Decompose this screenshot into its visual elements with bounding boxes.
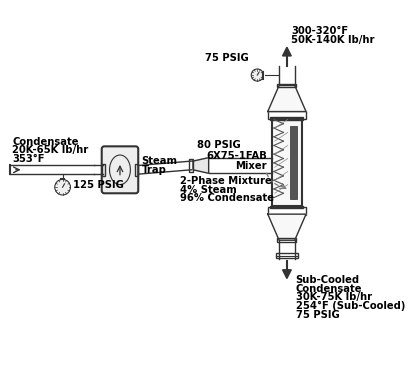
Bar bbox=[268, 111, 306, 119]
Polygon shape bbox=[268, 214, 306, 240]
Text: 75 PSIG: 75 PSIG bbox=[296, 310, 339, 320]
Text: 96% Condensate: 96% Condensate bbox=[180, 193, 274, 203]
Text: Condensate: Condensate bbox=[12, 137, 79, 147]
Text: 6X75-1FAB: 6X75-1FAB bbox=[206, 151, 267, 161]
Bar bbox=[270, 117, 303, 120]
Bar bbox=[276, 253, 298, 259]
Text: 254°F (Sub-Cooled): 254°F (Sub-Cooled) bbox=[296, 301, 405, 311]
Circle shape bbox=[55, 179, 70, 195]
Text: 80 PSIG: 80 PSIG bbox=[197, 140, 241, 150]
Text: 50K-140K lb/hr: 50K-140K lb/hr bbox=[291, 35, 375, 45]
Text: Trap: Trap bbox=[142, 165, 166, 175]
Polygon shape bbox=[282, 270, 291, 279]
Text: Sub-Cooled: Sub-Cooled bbox=[296, 275, 360, 285]
Text: Condensate: Condensate bbox=[296, 284, 362, 294]
Text: 125 PSIG: 125 PSIG bbox=[73, 179, 124, 190]
Bar bbox=[189, 158, 194, 172]
Text: 30K-75K lb/hr: 30K-75K lb/hr bbox=[296, 293, 372, 302]
Text: 2-Phase Mixture: 2-Phase Mixture bbox=[180, 176, 272, 186]
Bar bbox=[272, 120, 302, 206]
Bar bbox=[135, 164, 138, 176]
Text: 300-320°F: 300-320°F bbox=[291, 26, 349, 36]
Text: 4% Steam: 4% Steam bbox=[180, 185, 237, 195]
Bar bbox=[270, 206, 303, 208]
FancyBboxPatch shape bbox=[102, 146, 138, 193]
Polygon shape bbox=[268, 86, 306, 112]
Text: Mixer: Mixer bbox=[235, 161, 267, 171]
Polygon shape bbox=[193, 158, 209, 173]
Bar bbox=[289, 126, 297, 199]
Bar bbox=[277, 239, 296, 242]
Text: 353°F: 353°F bbox=[12, 154, 45, 164]
Circle shape bbox=[251, 69, 263, 81]
Bar bbox=[277, 84, 296, 87]
Text: 20K-65K lb/hr: 20K-65K lb/hr bbox=[12, 146, 88, 155]
Polygon shape bbox=[282, 47, 291, 56]
Bar bbox=[268, 207, 306, 215]
Text: 75 PSIG: 75 PSIG bbox=[205, 53, 249, 63]
Bar bbox=[102, 164, 105, 176]
Text: Steam: Steam bbox=[142, 156, 178, 166]
